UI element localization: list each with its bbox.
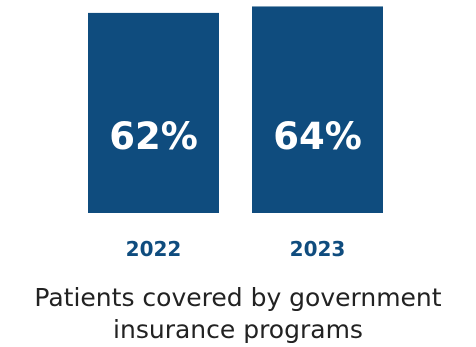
bar-value-label-2022: 62% (109, 115, 198, 158)
bar-value-label-2023: 64% (273, 115, 362, 158)
chart-title: Patients covered by government insurance… (34, 283, 442, 344)
bar-chart: 62% 2022 64% 2023 (88, 6, 383, 261)
bar-2022 (88, 12, 219, 214)
category-label-2023: 2023 (290, 237, 346, 261)
bar-2023 (252, 6, 383, 214)
category-label-2022: 2022 (126, 237, 182, 261)
